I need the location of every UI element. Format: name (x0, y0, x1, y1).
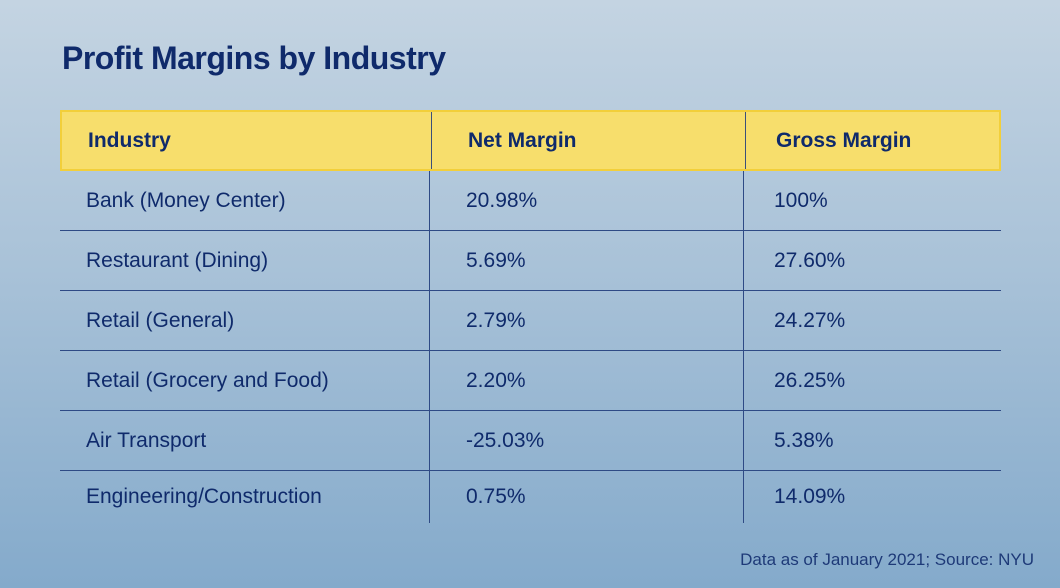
net-margin-cell: 2.79% (429, 291, 743, 350)
net-margin-cell: 0.75% (429, 471, 743, 523)
gross-margin-cell: 100% (743, 171, 1001, 230)
gross-margin-cell: 14.09% (743, 471, 1001, 523)
source-footnote: Data as of January 2021; Source: NYU (740, 550, 1034, 569)
gross-margin-cell: 24.27% (743, 291, 1001, 350)
net-margin-cell: 5.69% (429, 231, 743, 290)
header-gross-margin: Gross Margin (745, 112, 1003, 169)
industry-cell: Restaurant (Dining) (86, 248, 269, 272)
margins-table: Industry Net Margin Gross Margin Bank (M… (60, 110, 1001, 523)
table-row: Engineering/Construction 0.75% 14.09% (60, 471, 1001, 523)
industry-cell: Bank (Money Center) (86, 188, 286, 212)
gross-margin-cell: 27.60% (743, 231, 1001, 290)
net-margin-cell: -25.03% (429, 411, 743, 470)
header-net-margin: Net Margin (431, 112, 745, 169)
chart-title: Profit Margins by Industry (62, 40, 446, 76)
industry-cell: Retail (General) (86, 308, 235, 332)
gross-margin-cell: 26.25% (743, 351, 1001, 410)
table-row: Retail (Grocery and Food) 2.20% 26.25% (60, 351, 1001, 411)
table-header-row: Industry Net Margin Gross Margin (60, 110, 1001, 171)
table-row: Air Transport -25.03% 5.38% (60, 411, 1001, 471)
table-row: Bank (Money Center) 20.98% 100% (60, 171, 1001, 231)
net-margin-cell: 20.98% (429, 171, 743, 230)
table-row: Retail (General) 2.79% 24.27% (60, 291, 1001, 351)
table-row: Restaurant (Dining) 5.69% 27.60% (60, 231, 1001, 291)
gross-margin-cell: 5.38% (743, 411, 1001, 470)
industry-cell: Retail (Grocery and Food) (86, 368, 329, 392)
industry-cell: Air Transport (86, 428, 207, 452)
net-margin-cell: 2.20% (429, 351, 743, 410)
industry-cell: Engineering/Construction (86, 485, 322, 508)
header-industry: Industry (88, 128, 171, 152)
